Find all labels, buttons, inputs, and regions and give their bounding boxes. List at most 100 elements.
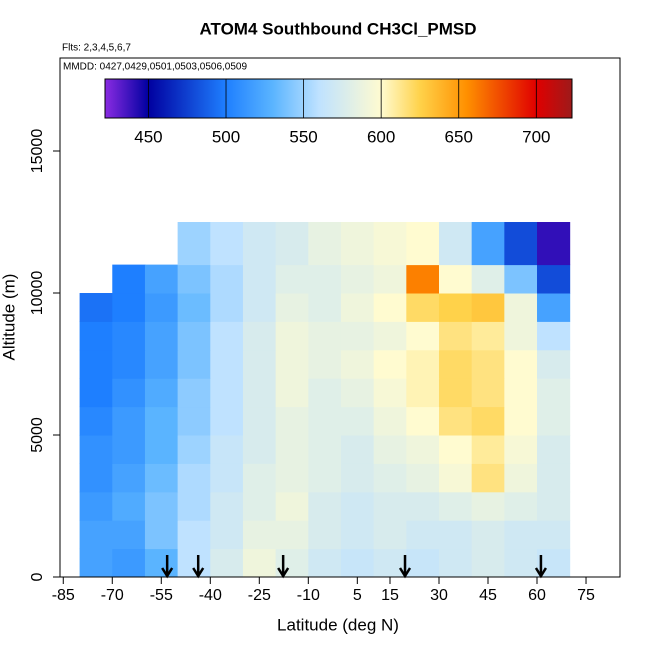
heat-cell bbox=[504, 463, 538, 493]
heat-cell bbox=[79, 321, 113, 351]
heat-cell bbox=[144, 463, 179, 493]
x-tick-label: -10 bbox=[297, 587, 320, 604]
arrow bbox=[192, 555, 205, 579]
heat-cell bbox=[210, 406, 244, 436]
heat-cell bbox=[210, 293, 244, 322]
heat-cell bbox=[210, 520, 244, 550]
x-tick-label: -55 bbox=[150, 587, 173, 604]
heat-cell bbox=[471, 349, 505, 379]
heat-cell bbox=[340, 548, 375, 578]
heat-cell bbox=[504, 520, 538, 550]
heat-cell bbox=[438, 548, 473, 578]
colorbar-tick-label: 500 bbox=[212, 127, 240, 146]
heat-cell bbox=[275, 406, 309, 436]
heat-cell bbox=[275, 264, 309, 294]
heat-cell bbox=[537, 435, 571, 464]
x-tick-label: 15 bbox=[381, 587, 399, 604]
colorbar-tick-label: 550 bbox=[289, 127, 317, 146]
heat-cell bbox=[373, 406, 407, 436]
heat-cell bbox=[177, 321, 211, 351]
heat-cell bbox=[112, 349, 146, 379]
heat-cell bbox=[504, 349, 538, 379]
heat-cell bbox=[537, 491, 571, 521]
heat-cell bbox=[112, 491, 146, 521]
heat-cell bbox=[438, 293, 473, 322]
heat-cell bbox=[438, 222, 473, 266]
heat-cell bbox=[373, 264, 407, 294]
heat-cell bbox=[112, 264, 146, 294]
heat-cell bbox=[242, 463, 277, 493]
heat-cell bbox=[79, 349, 113, 379]
heat-cell bbox=[144, 435, 179, 464]
heat-cell bbox=[504, 222, 538, 266]
heat-cell bbox=[340, 264, 375, 294]
y-tick-label: 10000 bbox=[29, 271, 46, 316]
heat-cell bbox=[112, 378, 146, 408]
heat-cell bbox=[340, 406, 375, 436]
heat-cell bbox=[471, 321, 505, 351]
x-tick-label: -25 bbox=[248, 587, 271, 604]
heat-cell bbox=[373, 349, 407, 379]
heat-cell bbox=[406, 321, 440, 351]
heat-cell bbox=[177, 548, 211, 578]
heat-cell bbox=[373, 520, 407, 550]
heat-cell bbox=[79, 463, 113, 493]
heat-cell bbox=[112, 548, 146, 578]
heat-cell bbox=[275, 378, 309, 408]
heat-cell bbox=[438, 463, 473, 493]
heat-cell bbox=[144, 349, 179, 379]
annotation: MMDD: 0427,0429,0501,0503,0506,0509 bbox=[63, 62, 247, 73]
heat-cell bbox=[406, 463, 440, 493]
heat-cell bbox=[471, 378, 505, 408]
heat-cell bbox=[308, 222, 342, 266]
heat-cell bbox=[79, 548, 113, 578]
heat-cell bbox=[373, 548, 407, 578]
heat-cell bbox=[144, 321, 179, 351]
heat-cell bbox=[504, 321, 538, 351]
heat-cell bbox=[308, 406, 342, 436]
y-tick-label: 15000 bbox=[29, 129, 46, 174]
heat-cell bbox=[177, 435, 211, 464]
heat-cell bbox=[242, 548, 277, 578]
heat-cell bbox=[112, 463, 146, 493]
heat-cell bbox=[537, 406, 571, 436]
heat-cell bbox=[210, 548, 244, 578]
colorbar-tick-label: 650 bbox=[445, 127, 473, 146]
heat-cell bbox=[242, 293, 277, 322]
heat-cell bbox=[438, 349, 473, 379]
heat-cell bbox=[537, 463, 571, 493]
heat-cell bbox=[210, 491, 244, 521]
heat-cell bbox=[275, 349, 309, 379]
heat-cell bbox=[471, 222, 505, 266]
heat-cell bbox=[144, 293, 179, 322]
colorbar-tick-label: 700 bbox=[522, 127, 550, 146]
heat-cell bbox=[471, 406, 505, 436]
heat-cell bbox=[438, 321, 473, 351]
colorbar-tick-label: 600 bbox=[367, 127, 395, 146]
heat-cell bbox=[242, 222, 277, 266]
heat-cell bbox=[438, 435, 473, 464]
arrow-head bbox=[192, 567, 205, 579]
heat-cell bbox=[471, 520, 505, 550]
heat-cell bbox=[210, 378, 244, 408]
plot-frame bbox=[59, 57, 621, 578]
heat-cell bbox=[144, 520, 179, 550]
heat-cell bbox=[406, 378, 440, 408]
heat-cell bbox=[112, 406, 146, 436]
heat-cell bbox=[340, 378, 375, 408]
heat-cell bbox=[177, 406, 211, 436]
heat-cell bbox=[471, 435, 505, 464]
heat-cell bbox=[79, 491, 113, 521]
heat-cell bbox=[537, 264, 571, 294]
heat-cell bbox=[406, 406, 440, 436]
heat-cell bbox=[537, 222, 571, 266]
heat-cell bbox=[406, 548, 440, 578]
heat-cell bbox=[308, 378, 342, 408]
heat-cell bbox=[112, 293, 146, 322]
heat-cell bbox=[438, 520, 473, 550]
heat-cell bbox=[308, 520, 342, 550]
heat-cell bbox=[177, 520, 211, 550]
heat-cell bbox=[242, 435, 277, 464]
heat-cell bbox=[275, 435, 309, 464]
